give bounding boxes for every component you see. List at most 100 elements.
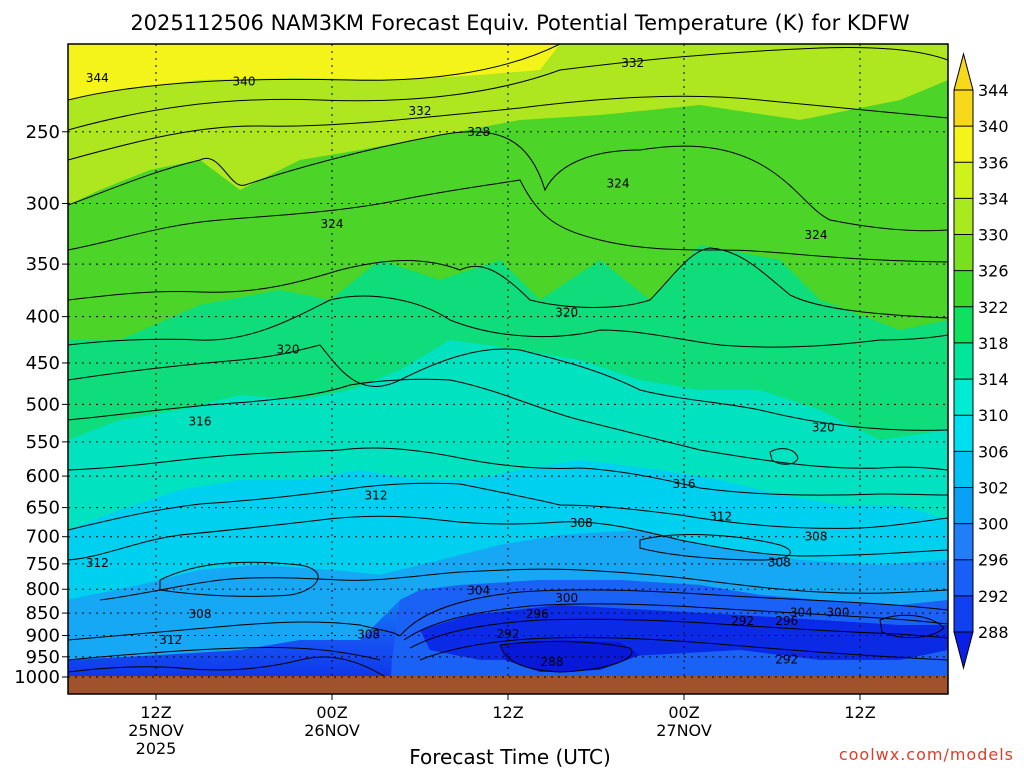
contour-label-text: 320 xyxy=(277,343,300,357)
y-tick-label: 550 xyxy=(26,432,60,453)
contour-label-text: 324 xyxy=(607,176,630,190)
region-navy xyxy=(500,640,640,672)
colorbar-bin xyxy=(954,342,973,380)
contour-label: 320 xyxy=(555,306,578,320)
contour-label: 292 xyxy=(775,652,798,666)
contour-label-text: 288 xyxy=(541,655,564,669)
contour-label-text: 304 xyxy=(467,584,490,598)
contour-label: 292 xyxy=(497,627,520,641)
y-tick-label: 400 xyxy=(26,307,60,328)
contour-label: 312 xyxy=(159,633,182,647)
x-tick-date: 25NOV xyxy=(128,721,184,740)
contour-label: 300 xyxy=(555,591,578,605)
y-tick-label: 800 xyxy=(26,579,60,600)
region-light-blue xyxy=(68,530,948,660)
colorbar-bin xyxy=(954,162,973,199)
contour-label-text: 324 xyxy=(321,217,344,231)
colorbar-label: 322 xyxy=(978,298,1009,317)
contour-label: 292 xyxy=(731,614,754,628)
region-light-green xyxy=(68,44,948,205)
contour-label: 316 xyxy=(189,414,212,428)
contour-label-text: 308 xyxy=(357,628,380,642)
contour-label: 316 xyxy=(673,477,696,491)
contour-label-text: 344 xyxy=(86,71,109,85)
contour-label-text: 320 xyxy=(812,420,835,434)
x-axis-label: Forecast Time (UTC) xyxy=(409,745,611,768)
contour-label: 312 xyxy=(86,556,109,570)
contour-label-text: 300 xyxy=(555,591,578,605)
colorbar-label: 318 xyxy=(978,334,1009,353)
colorbar-bin xyxy=(954,415,973,452)
contour-label: 308 xyxy=(189,607,212,621)
colorbar-bin xyxy=(954,523,973,561)
contour-labels: 344 340 332 332 328 324 324 324 320 320 320 316 316 3… xyxy=(86,56,850,669)
region-green xyxy=(68,80,948,340)
ground-strip xyxy=(68,676,948,694)
colorbar-bin xyxy=(954,451,973,488)
plot-area xyxy=(68,44,948,694)
y-tick-label: 750 xyxy=(26,554,60,575)
credit-text: coolwx.com/models xyxy=(839,745,1014,764)
contour-label-text: 324 xyxy=(805,228,828,242)
contour-label-text: 328 xyxy=(467,125,490,139)
contour-label: 320 xyxy=(812,420,835,434)
contour-label-text: 312 xyxy=(86,556,109,570)
contour-label-text: 332 xyxy=(409,104,432,118)
x-tick-year: 2025 xyxy=(136,739,177,758)
region-yellow xyxy=(68,44,560,100)
colorbar-bottom-arrow xyxy=(953,631,974,670)
contour-label: 324 xyxy=(321,217,344,231)
colorbar-bin xyxy=(954,306,973,344)
colorbar-label: 306 xyxy=(978,442,1009,461)
colorbar-label: 300 xyxy=(978,515,1009,534)
colorbar-label: 314 xyxy=(978,370,1009,389)
colorbar-top-arrow xyxy=(953,52,974,91)
colorbar-label: 302 xyxy=(978,478,1009,497)
contour-label: 288 xyxy=(541,655,564,669)
contour-label-text: 312 xyxy=(159,633,182,647)
x-tick-label: 12Z xyxy=(140,703,171,722)
contour-label-text: 292 xyxy=(731,614,754,628)
y-tick-label: 350 xyxy=(26,254,60,275)
colorbar-label: 292 xyxy=(978,587,1009,606)
colorbar-label: 344 xyxy=(978,81,1009,100)
colorbar-bin xyxy=(954,270,973,308)
colorbar-label: 334 xyxy=(978,189,1009,208)
contour-label: 312 xyxy=(709,510,732,524)
y-tick-label: 500 xyxy=(26,394,60,415)
contour-label: 332 xyxy=(409,104,432,118)
colorbar-bin xyxy=(954,487,973,525)
contour-label-text: 316 xyxy=(189,414,212,428)
colorbar-bin xyxy=(954,559,973,597)
y-tick-label: 650 xyxy=(26,498,60,519)
colorbar-label: 288 xyxy=(978,623,1009,642)
y-tick-label: 1000 xyxy=(14,667,60,688)
contour-label-text: 296 xyxy=(526,607,549,621)
x-tick-label: 12Z xyxy=(844,703,875,722)
contour-label-text: 308 xyxy=(189,607,212,621)
contour-lines xyxy=(68,44,948,681)
contour-label: 300 xyxy=(827,606,850,620)
contour-label: 344 xyxy=(86,71,109,85)
colorbar-label: 330 xyxy=(978,226,1009,245)
colorbar-label: 326 xyxy=(978,262,1009,281)
contour-label-text: 312 xyxy=(709,510,732,524)
colorbar-bin xyxy=(954,198,973,236)
colorbar-bin xyxy=(954,379,973,416)
y-tick-label: 900 xyxy=(26,626,60,647)
contour-label: 308 xyxy=(805,530,828,544)
x-tick-date: 27NOV xyxy=(656,721,712,740)
region-teal-green xyxy=(68,245,948,440)
contour-label: 328 xyxy=(467,125,490,139)
contour-label: 332 xyxy=(621,56,644,70)
y-tick-label: 850 xyxy=(26,603,60,624)
x-tick-date: 26NOV xyxy=(304,721,360,740)
contour-label-text: 332 xyxy=(621,56,644,70)
y-tick-label: 250 xyxy=(26,122,60,143)
colorbar-bin xyxy=(954,90,973,127)
contour-label-text: 304 xyxy=(790,606,813,620)
contour-label-text: 320 xyxy=(555,306,578,320)
contour-label: 308 xyxy=(570,516,593,530)
